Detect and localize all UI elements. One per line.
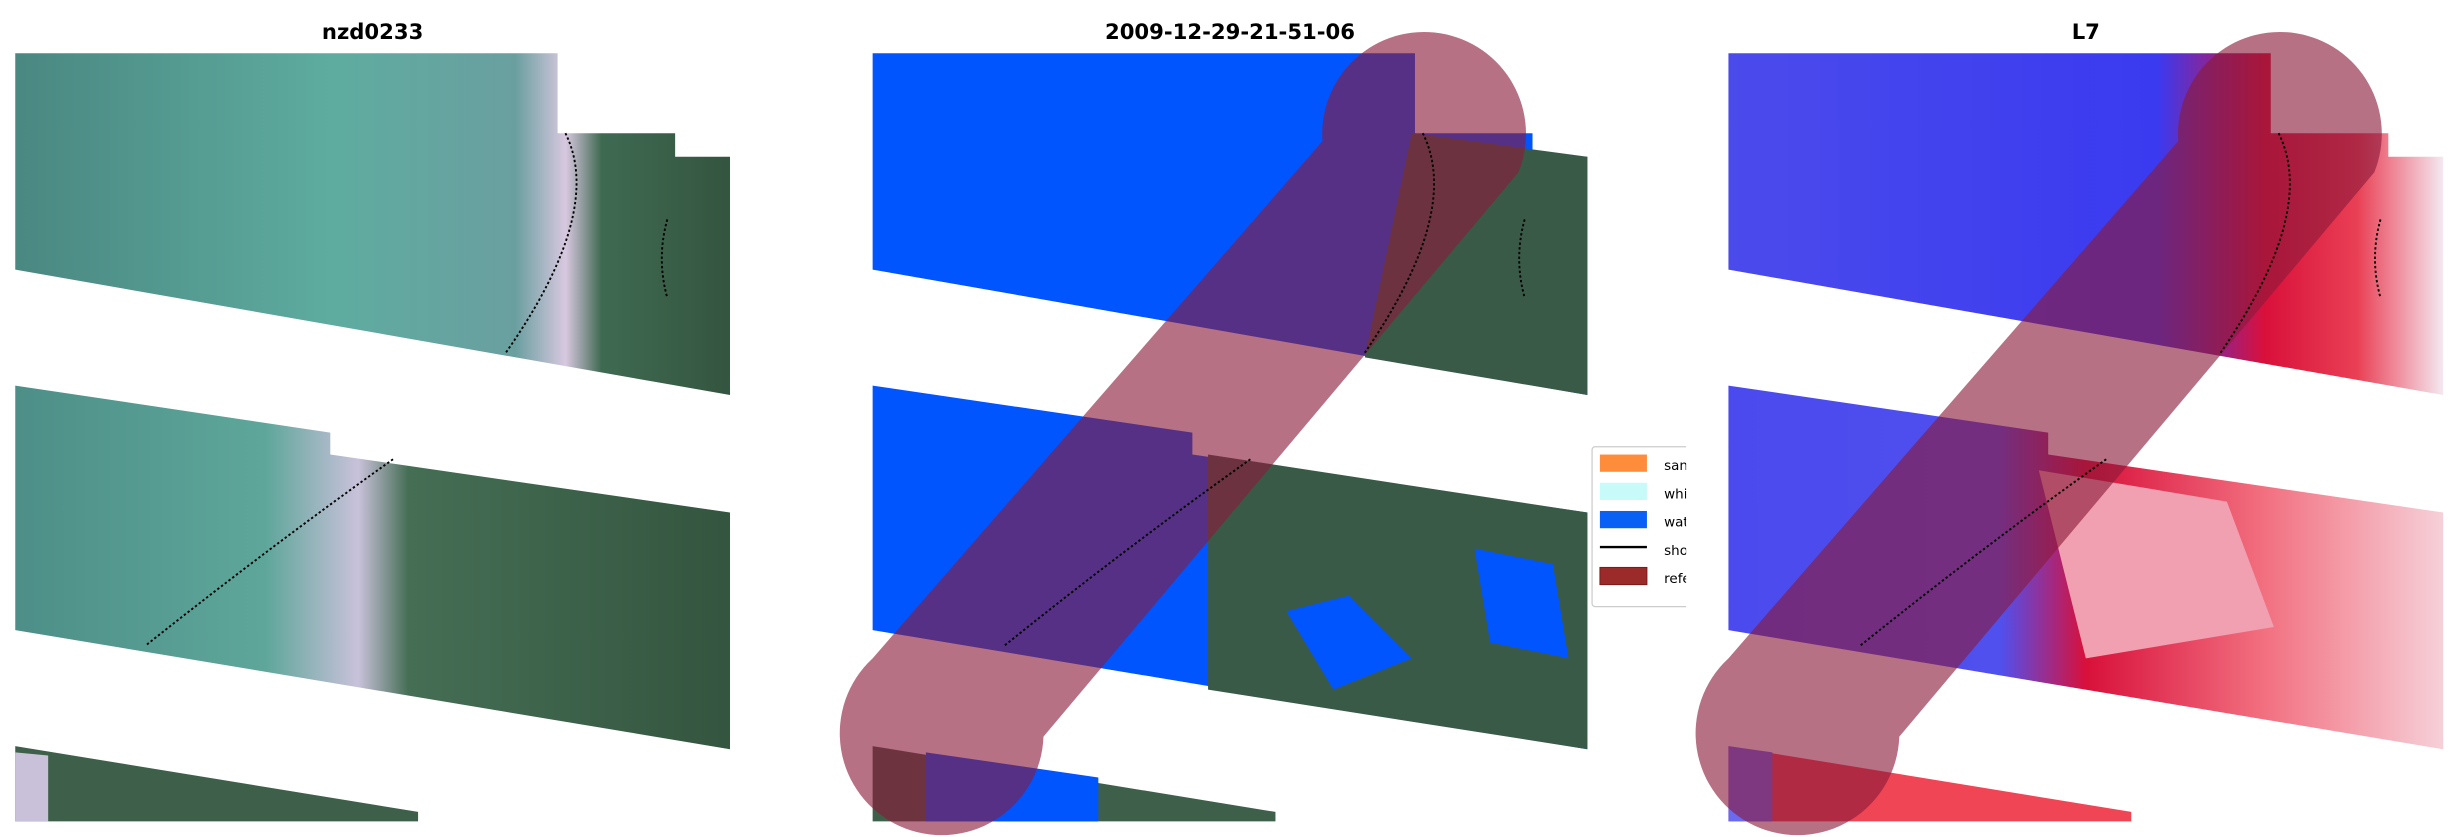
panel-title: nzd0233	[322, 19, 423, 44]
panel-title: L7	[2072, 19, 2100, 44]
whitewater-swatch	[1599, 482, 1647, 501]
panel-title: 2009-12-29-21-51-06	[1105, 19, 1355, 44]
reference-swatch	[1599, 566, 1648, 586]
index-image-panel	[1686, 31, 2444, 836]
shoreline	[1003, 458, 1251, 647]
shoreline	[1859, 458, 2107, 647]
shoreline	[2219, 132, 2291, 354]
shoreline	[1364, 132, 1435, 354]
rgb-image-panel	[15, 53, 730, 822]
reference-buffer	[839, 31, 1526, 836]
shoreline	[144, 458, 394, 647]
water-swatch	[1599, 510, 1647, 529]
classified-image-panel	[839, 31, 1588, 836]
shoreline	[505, 132, 578, 354]
sand-swatch	[1599, 454, 1647, 472]
